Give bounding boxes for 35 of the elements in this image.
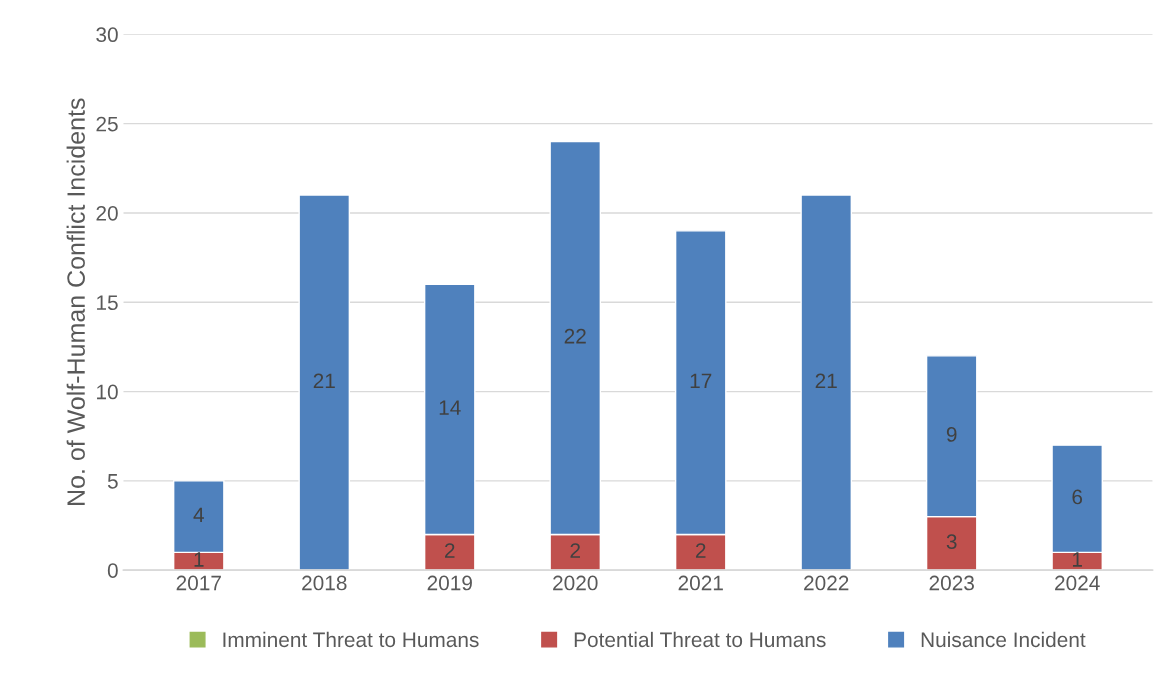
data-label: 2 <box>570 543 580 558</box>
y-tick-label: 25 <box>96 116 118 132</box>
data-label: 2 <box>695 543 706 558</box>
y-tick-label: 15 <box>97 295 118 311</box>
bar <box>800 194 853 571</box>
data-label: 3 <box>946 534 957 550</box>
data-label: 1 <box>1072 552 1082 567</box>
y-tick-label: 30 <box>96 27 118 43</box>
data-label: 2 <box>445 543 455 558</box>
x-tick-label: 2022 <box>804 575 849 591</box>
data-label: 14 <box>439 400 461 415</box>
data-label: 17 <box>690 373 712 389</box>
x-tick-label: 2024 <box>1055 575 1100 591</box>
y-tick-label: 20 <box>96 205 118 221</box>
x-tick-label: 2020 <box>553 575 598 591</box>
x-tick-label: 2023 <box>929 575 974 591</box>
y-tick-label: 10 <box>97 384 118 400</box>
legend-label: Imminent Threat to Humans <box>223 631 479 648</box>
data-label: 22 <box>564 328 586 344</box>
x-tick-label: 2018 <box>302 575 347 591</box>
data-label: 9 <box>946 427 957 442</box>
x-tick-label: 2017 <box>176 575 221 591</box>
data-label: 4 <box>193 507 204 523</box>
x-tick-label: 2021 <box>678 575 723 591</box>
y-axis-title: No. of Wolf-Human Conflict Incidents <box>66 98 85 505</box>
data-label: 21 <box>815 373 837 389</box>
data-label: 1 <box>194 552 204 567</box>
data-label: 21 <box>313 373 335 389</box>
y-tick-label: 0 <box>107 563 118 578</box>
data-label: 6 <box>1072 489 1083 505</box>
bar <box>298 194 351 571</box>
y-tick-label: 5 <box>107 474 118 489</box>
legend-label: Potential Threat to Humans <box>574 631 826 648</box>
x-tick-label: 2019 <box>427 575 472 591</box>
legend-label: Nuisance Incident <box>921 631 1086 648</box>
